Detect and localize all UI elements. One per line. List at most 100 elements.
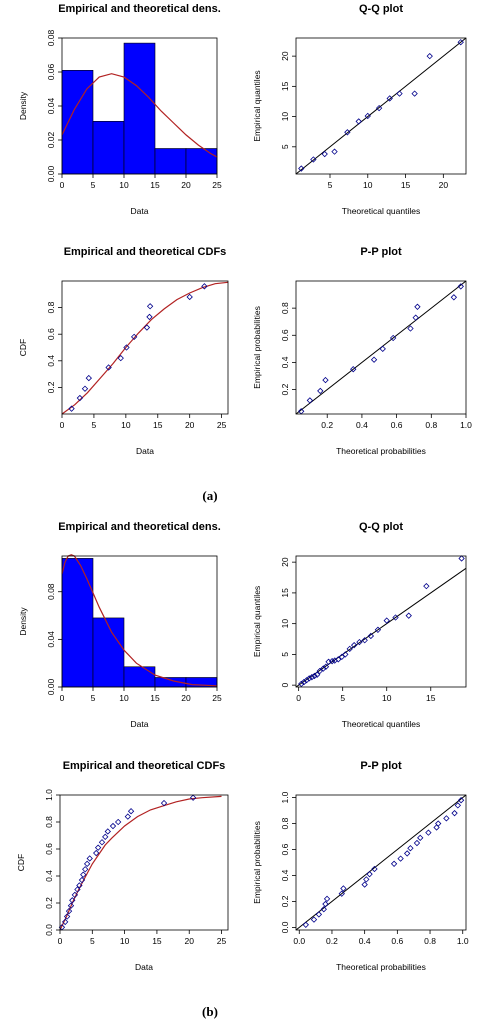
chart-2: Q-Q plot Theoretical quantiles Empirical q… [252, 3, 467, 216]
data-point [451, 810, 458, 817]
y-tick-label: 0.2 [44, 897, 54, 909]
y-tick-label: 15 [280, 81, 290, 91]
data-point [321, 150, 328, 158]
data-point [93, 849, 100, 857]
plot-frame [295, 794, 467, 931]
data-point [130, 333, 138, 341]
y-tick-label: 0.08 [46, 583, 56, 600]
chart-title: Empirical and theoretical CDFs [63, 760, 226, 772]
chart-title: Q-Q plot [359, 3, 403, 15]
data-point [306, 675, 313, 682]
chart-title: Empirical and theoretical dens. [58, 521, 221, 533]
plot-frame [61, 280, 229, 415]
data-point [315, 911, 323, 918]
data-point [407, 325, 414, 332]
x-tick-label: 25 [217, 936, 227, 946]
data-point [104, 828, 111, 835]
data-point [76, 394, 84, 402]
panel-label-b: (b) [202, 1004, 218, 1019]
y-tick-label: 0.00 [46, 165, 56, 182]
y-axis-label: CDF [18, 339, 28, 356]
x-tick-label: 15 [401, 180, 411, 190]
data-point [370, 356, 378, 363]
data-point [423, 582, 430, 590]
x-axis-label: Data [131, 206, 149, 216]
data-point [403, 850, 411, 857]
data-point [323, 895, 331, 903]
y-tick-label: 0.2 [46, 381, 56, 393]
panel-label-a: (a) [202, 488, 217, 503]
x-tick-label: 0.2 [326, 936, 338, 946]
x-tick-label: 25 [212, 693, 222, 703]
data-point [109, 822, 117, 830]
data-point [65, 907, 73, 915]
x-tick-label: 10 [363, 180, 373, 190]
data-point [396, 90, 403, 97]
data-point [69, 897, 76, 904]
chart-4: P-P plot Theoretical probabilities Empiric… [252, 246, 472, 456]
plot-frame [295, 37, 467, 175]
data-point [346, 645, 353, 653]
y-tick-label: 0 [280, 683, 290, 688]
y-axis-label: Empirical quantiles [252, 586, 262, 657]
x-tick-label: 0.6 [391, 936, 403, 946]
chart-7: Empirical and theoretical CDFs Data CDF 0 5 1… [16, 760, 229, 972]
data-point [86, 855, 93, 862]
data-point [405, 612, 412, 619]
y-tick-label: 0.4 [280, 869, 290, 881]
data-point [361, 637, 368, 644]
data-point [328, 658, 336, 665]
data-point [102, 833, 109, 841]
plot-frame [59, 794, 229, 931]
y-tick-label: 0.0 [280, 921, 290, 933]
data-point [374, 626, 382, 633]
x-tick-label: 15 [153, 420, 163, 430]
data-point [67, 902, 75, 909]
data-point [186, 293, 193, 301]
data-point [363, 876, 370, 883]
data-point [340, 885, 347, 892]
histogram-bar [123, 666, 156, 688]
plot-frame [61, 555, 218, 688]
data-point [407, 845, 414, 852]
data-point [105, 364, 112, 371]
data-point [338, 890, 345, 897]
y-tick-label: 5 [280, 144, 290, 149]
y-tick-label: 0.04 [46, 631, 56, 648]
chart-title: Empirical and theoretical dens. [58, 3, 221, 15]
data-point [123, 344, 130, 351]
y-tick-label: 0.8 [46, 301, 56, 313]
x-tick-label: 20 [185, 420, 195, 430]
plot-frame [295, 555, 467, 688]
data-point [350, 366, 357, 373]
data-point [331, 148, 338, 155]
y-tick-label: 1.0 [44, 789, 54, 801]
y-tick-label: 0.8 [280, 302, 290, 314]
data-point [383, 617, 390, 624]
y-tick-label: 0.6 [46, 328, 56, 340]
x-tick-label: 10 [119, 180, 129, 190]
x-axis-label: Data [136, 446, 154, 456]
x-tick-label: 15 [150, 180, 160, 190]
chart-title: P-P plot [360, 760, 402, 772]
data-point [310, 916, 318, 923]
data-point [397, 855, 404, 862]
y-axis-label: Empirical quantiles [252, 70, 262, 141]
x-tick-label: 10 [120, 936, 130, 946]
x-tick-label: 0.8 [425, 420, 437, 430]
data-point [322, 663, 330, 670]
data-point [82, 866, 89, 873]
data-point [320, 665, 327, 672]
data-point [335, 656, 342, 663]
data-point [390, 860, 398, 867]
data-point [298, 680, 305, 688]
data-point [457, 39, 464, 46]
data-point [201, 283, 208, 290]
histogram-bar [92, 121, 125, 175]
x-tick-label: 5 [91, 693, 96, 703]
data-point [63, 913, 71, 920]
data-point [457, 797, 465, 804]
data-point [300, 678, 308, 686]
data-point [364, 112, 371, 120]
data-point [143, 324, 151, 331]
